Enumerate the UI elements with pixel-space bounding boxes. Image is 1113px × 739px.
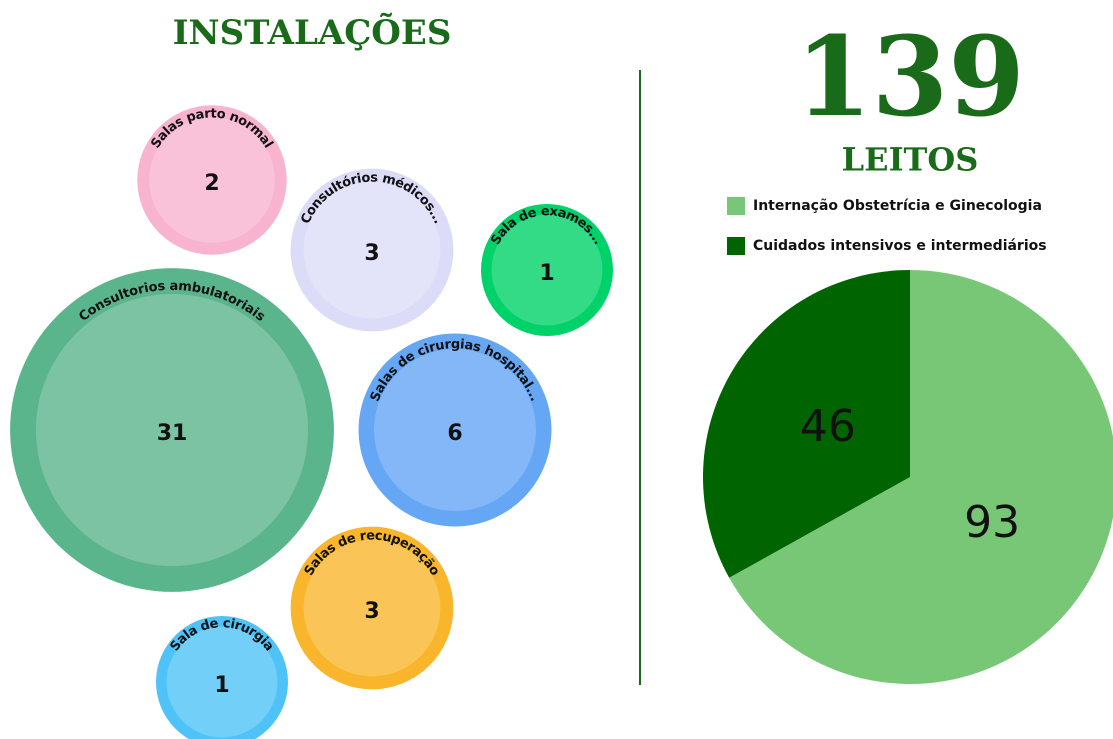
bubble <box>481 204 613 336</box>
bubble <box>10 268 334 592</box>
bubble <box>290 526 454 690</box>
pie-slice <box>729 270 1113 684</box>
bubble <box>358 333 552 527</box>
bubble-value: 2 <box>204 171 219 196</box>
bubble-inner <box>35 293 309 567</box>
bubble-inner <box>166 626 278 738</box>
legend-label: Internação Obstetrícia e Ginecologia <box>753 198 1042 214</box>
legend-label: Cuidados intensivos e intermediários <box>753 238 1047 254</box>
bubble-value: 6 <box>447 421 462 446</box>
pie-title: LEITOS <box>842 141 979 179</box>
bubble-value: 1 <box>214 673 229 698</box>
bubble-value: 3 <box>364 241 379 266</box>
pie-value: 46 <box>800 401 856 452</box>
bubble-title: INSTALAÇÕES <box>173 12 452 53</box>
legend-swatch <box>727 237 745 255</box>
bubble-inner <box>303 539 441 677</box>
bubble <box>137 105 287 255</box>
bubble-value: 3 <box>364 599 379 624</box>
pie-slice <box>703 270 910 578</box>
bubble-inner <box>149 117 275 243</box>
bubble-inner <box>491 214 603 326</box>
legend-swatch <box>727 197 745 215</box>
bubble-value: 31 <box>157 421 188 446</box>
bubble-inner <box>373 348 537 512</box>
bubble-inner <box>303 181 441 319</box>
pie-value: 93 <box>964 497 1020 548</box>
total: 139 <box>795 12 1025 141</box>
bubble <box>156 616 288 739</box>
bubble-value: 1 <box>539 261 554 286</box>
bubble <box>290 168 454 332</box>
